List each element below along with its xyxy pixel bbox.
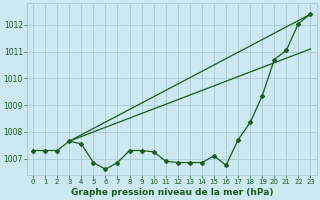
X-axis label: Graphe pression niveau de la mer (hPa): Graphe pression niveau de la mer (hPa) <box>70 188 273 197</box>
